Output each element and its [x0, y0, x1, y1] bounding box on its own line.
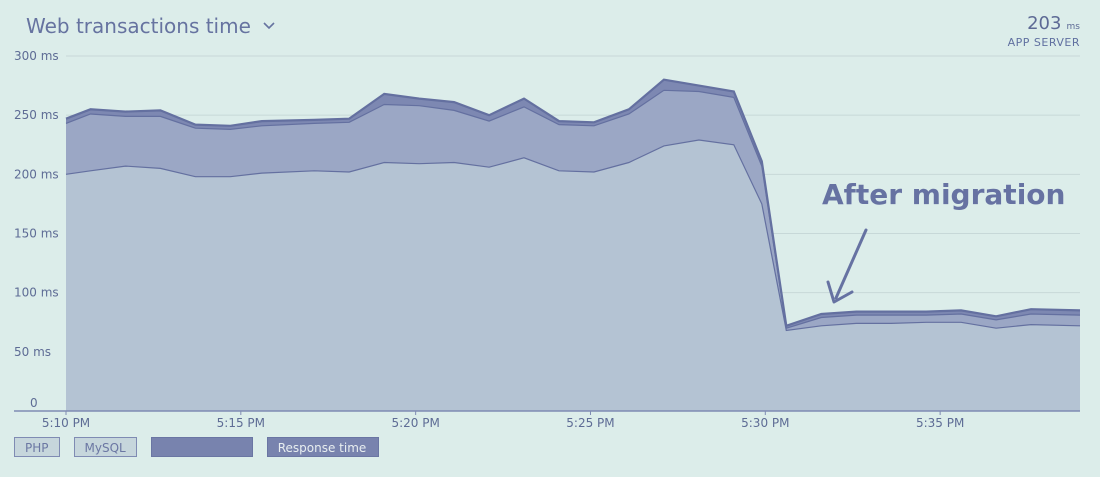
chart-title: Web transactions time: [26, 14, 251, 38]
series-mysql-area: [66, 90, 1080, 331]
response-time-line: [65, 78, 1081, 328]
annotation-arrow-head: [826, 280, 854, 304]
y-tick-label: 100 ms: [14, 286, 59, 300]
x-tick-label: 5:10 PM: [42, 416, 90, 430]
annotation-arrow-shaft: [834, 228, 868, 300]
y-tick-label: 300 ms: [14, 49, 59, 63]
x-tick-label: 5:20 PM: [391, 416, 439, 430]
y-tick-label: 250 ms: [14, 108, 59, 122]
summary-label: APP SERVER: [1007, 36, 1080, 49]
y-tick-label: 50 ms: [14, 345, 51, 359]
x-tick-label: 5:15 PM: [217, 416, 265, 430]
chevron-down-icon: [263, 22, 275, 30]
summary-metric: 203 ms APP SERVER: [1007, 13, 1080, 49]
chart-title-dropdown[interactable]: Web transactions time: [26, 14, 275, 38]
annotation-label: After migration: [822, 178, 1065, 211]
summary-value: 203: [1027, 13, 1062, 34]
php-top-line: [65, 139, 1081, 332]
y-tick-label: 200 ms: [14, 167, 59, 181]
summary-unit: ms: [1066, 22, 1080, 32]
x-tick-label: 5:25 PM: [566, 416, 614, 430]
legend-item-unlabeled[interactable]: [150, 437, 253, 457]
legend-item-mysql[interactable]: MySQL: [73, 437, 137, 457]
mysql-top-line: [65, 89, 1081, 329]
chart-legend: PHP MySQL Response time: [14, 437, 379, 457]
legend-item-response-time[interactable]: Response time: [266, 437, 379, 457]
x-tick-label: 5:30 PM: [741, 416, 789, 430]
legend-item-php[interactable]: PHP: [14, 437, 60, 457]
x-tick-label: 5:35 PM: [916, 416, 964, 430]
y-tick-label: 0: [30, 396, 38, 410]
series-php-area: [66, 140, 1080, 411]
y-tick-label: 150 ms: [14, 227, 59, 241]
